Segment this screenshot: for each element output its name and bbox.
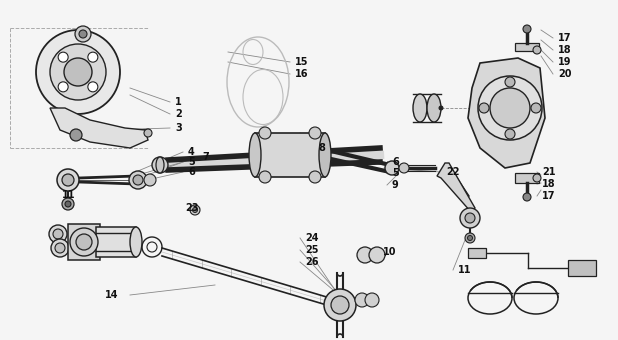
Text: 24: 24 [305,233,318,243]
Text: 23: 23 [185,203,198,213]
Text: 11: 11 [62,190,75,200]
Circle shape [259,171,271,183]
Circle shape [460,208,480,228]
Text: 22: 22 [446,167,460,177]
Circle shape [129,171,147,189]
Circle shape [439,106,443,110]
Circle shape [79,30,87,38]
Circle shape [490,88,530,128]
Polygon shape [50,108,148,148]
Circle shape [144,174,156,186]
Ellipse shape [130,227,142,257]
Circle shape [62,198,74,210]
Text: 7: 7 [202,152,209,162]
Bar [96,227,136,257]
Circle shape [365,293,379,307]
Ellipse shape [319,133,331,177]
Circle shape [523,193,531,201]
Ellipse shape [249,133,261,177]
Circle shape [76,234,92,250]
Bar [515,43,539,51]
Circle shape [58,82,68,92]
Text: 15: 15 [295,57,308,67]
Circle shape [65,201,71,207]
Circle shape [478,76,542,140]
Circle shape [533,174,541,182]
Circle shape [309,171,321,183]
Text: 3: 3 [175,123,182,133]
Polygon shape [468,58,545,168]
Circle shape [357,247,373,263]
Circle shape [58,52,68,62]
Circle shape [533,46,541,54]
Circle shape [144,129,152,137]
Circle shape [531,103,541,113]
Circle shape [505,129,515,139]
Text: 8: 8 [318,143,325,153]
Text: 18: 18 [558,45,572,55]
Circle shape [53,229,63,239]
Circle shape [399,163,409,173]
Text: 19: 19 [558,57,572,67]
Circle shape [51,239,69,257]
Bar [255,133,325,177]
Circle shape [467,236,473,240]
Circle shape [465,213,475,223]
Text: 25: 25 [305,245,318,255]
Circle shape [88,82,98,92]
Circle shape [465,233,475,243]
Circle shape [70,129,82,141]
Circle shape [259,127,271,139]
Text: 6: 6 [188,167,195,177]
Circle shape [62,174,74,186]
Text: 5: 5 [392,168,399,178]
Circle shape [57,169,79,191]
Circle shape [309,127,321,139]
Circle shape [70,228,98,256]
Bar [68,224,100,260]
Text: 16: 16 [295,69,308,79]
Bar [568,260,596,276]
Text: 6: 6 [392,157,399,167]
Text: 11: 11 [458,265,472,275]
Text: 9: 9 [392,180,399,190]
Bar [468,248,486,258]
Text: 14: 14 [105,290,119,300]
Text: 10: 10 [383,247,397,257]
Ellipse shape [413,94,427,122]
Text: 17: 17 [558,33,572,43]
Circle shape [55,243,65,253]
Circle shape [355,293,369,307]
Ellipse shape [427,94,441,122]
Circle shape [152,157,168,173]
Ellipse shape [156,157,164,173]
Circle shape [369,247,385,263]
Text: 1: 1 [175,97,182,107]
Bar [515,173,539,183]
Circle shape [190,205,200,215]
Circle shape [50,44,106,100]
Text: 4: 4 [188,147,195,157]
Text: 20: 20 [558,69,572,79]
Circle shape [64,58,92,86]
Circle shape [88,52,98,62]
Circle shape [324,289,356,321]
Text: 26: 26 [305,257,318,267]
Circle shape [36,30,120,114]
Circle shape [133,175,143,185]
Circle shape [523,25,531,33]
Text: 17: 17 [542,191,556,201]
Text: 2: 2 [175,109,182,119]
Text: 5: 5 [188,157,195,167]
Polygon shape [437,163,475,212]
Text: 18: 18 [542,179,556,189]
Circle shape [505,77,515,87]
Circle shape [385,161,399,175]
Text: 21: 21 [542,167,556,177]
Circle shape [75,26,91,42]
Circle shape [479,103,489,113]
Circle shape [331,296,349,314]
Circle shape [192,207,198,212]
Circle shape [49,225,67,243]
